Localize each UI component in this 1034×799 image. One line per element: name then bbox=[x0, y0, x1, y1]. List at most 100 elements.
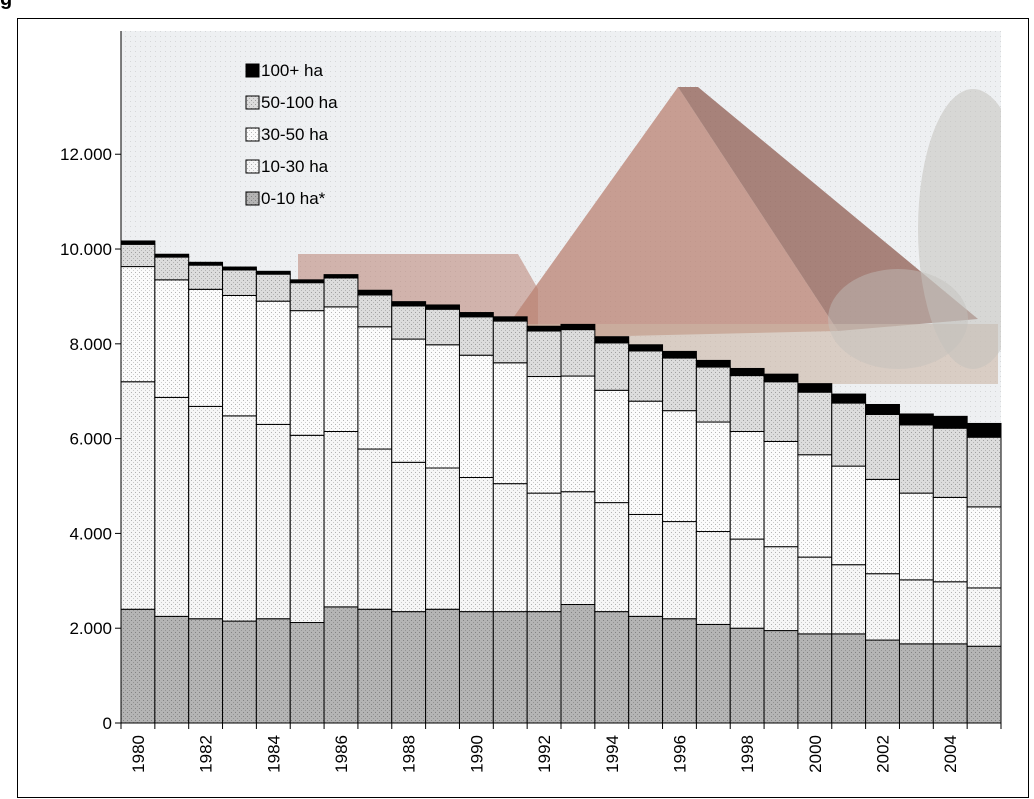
bar-texture-2001-s1 bbox=[831, 564, 866, 634]
x-tick-label: 1998 bbox=[738, 735, 757, 773]
bar-texture-1997-s3 bbox=[696, 367, 731, 423]
bar-texture-1984-s1 bbox=[256, 424, 291, 619]
bar-texture-1984-s3 bbox=[256, 274, 291, 302]
bar-texture-2004-s0 bbox=[933, 643, 968, 723]
bar-texture-1992-s1 bbox=[527, 493, 561, 612]
bar-texture-1989-s1 bbox=[425, 468, 460, 610]
bar-texture-1990-s2 bbox=[459, 355, 494, 478]
bar-texture-1982-s2 bbox=[188, 289, 223, 407]
legend-label: 0-10 ha* bbox=[261, 189, 326, 208]
bar-texture-1981-s0 bbox=[154, 616, 189, 723]
y-tick-label: 6.000 bbox=[69, 430, 112, 449]
bar-segment-2003-s4 bbox=[898, 413, 934, 426]
bar-texture-1993-s3 bbox=[561, 329, 595, 377]
bar-segment-1980-s4 bbox=[120, 240, 156, 245]
bar-texture-2005-s3 bbox=[967, 437, 1001, 507]
bar-texture-1995-s0 bbox=[628, 616, 663, 723]
bar-texture-1986-s3 bbox=[324, 277, 358, 307]
bar-texture-1985-s2 bbox=[290, 310, 325, 436]
legend: 100+ ha 50-100 ha 30-50 ha 10-30 ha 0-10 ha* bbox=[245, 61, 338, 208]
y-tick-label: 0 bbox=[103, 714, 112, 733]
bar-texture-1995-s2 bbox=[628, 401, 663, 515]
bar-segment-1998-s4 bbox=[729, 367, 765, 377]
bar-texture-2003-s1 bbox=[899, 579, 934, 644]
bar-texture-1996-s3 bbox=[662, 358, 697, 411]
x-tick-label: 2004 bbox=[941, 735, 960, 773]
x-tick-label: 1986 bbox=[332, 735, 351, 773]
bar-segment-1984-s4 bbox=[255, 270, 291, 275]
bar-texture-2000-s2 bbox=[797, 454, 832, 558]
bar-texture-2005-s0 bbox=[967, 646, 1001, 723]
x-tick-label: 1990 bbox=[467, 735, 486, 773]
bar-texture-1988-s2 bbox=[391, 339, 426, 463]
bar-texture-2003-s3 bbox=[899, 424, 934, 494]
bar-segment-1987-s4 bbox=[357, 289, 393, 296]
bar-texture-2003-s2 bbox=[899, 493, 934, 580]
x-tick-label: 2000 bbox=[806, 735, 825, 773]
bar-segment-1999-s4 bbox=[763, 373, 799, 383]
bar-texture-1999-s0 bbox=[764, 630, 798, 723]
bar-texture-1988-s0 bbox=[391, 611, 426, 723]
bar-segment-1990-s4 bbox=[458, 312, 494, 318]
bar-segment-1981-s4 bbox=[154, 253, 190, 258]
legend-label: 10-30 ha bbox=[261, 157, 329, 176]
legend-label: 50-100 ha bbox=[261, 93, 338, 112]
page-title: g bbox=[0, 0, 12, 11]
bar-segment-1986-s4 bbox=[323, 274, 359, 279]
bar-segment-2002-s4 bbox=[865, 403, 900, 415]
legend-label: 100+ ha bbox=[261, 61, 323, 80]
bar-texture-1991-s3 bbox=[493, 321, 528, 363]
bar-segment-1992-s4 bbox=[526, 325, 562, 332]
bar-segment-2001-s4 bbox=[831, 393, 867, 404]
bar-texture-1987-s0 bbox=[357, 609, 392, 723]
bar-texture-1991-s2 bbox=[493, 362, 528, 484]
bar-texture-1997-s1 bbox=[696, 531, 731, 625]
axes-layer: 0 2.000 4.000 6.000 8.000 10.000 12.000 1980 198… bbox=[60, 31, 1002, 773]
bar-texture-1989-s2 bbox=[425, 344, 460, 468]
bar-texture-2002-s3 bbox=[865, 414, 900, 480]
legend-label: 30-50 ha bbox=[261, 125, 329, 144]
bar-texture-1998-s3 bbox=[730, 375, 765, 432]
bar-texture-1990-s0 bbox=[459, 611, 494, 723]
bar-texture-1990-s3 bbox=[459, 316, 494, 356]
bar-texture-1998-s0 bbox=[730, 628, 765, 723]
x-tick-label: 1996 bbox=[670, 735, 689, 773]
x-tick-label: 1994 bbox=[603, 735, 622, 773]
bar-texture-1999-s3 bbox=[764, 381, 798, 442]
bar-texture-2003-s0 bbox=[899, 643, 934, 723]
legend-swatch bbox=[245, 63, 260, 78]
bar-texture-1982-s1 bbox=[188, 406, 223, 619]
bar-segment-1994-s4 bbox=[594, 336, 630, 344]
y-tick-label: 8.000 bbox=[69, 335, 112, 354]
bar-texture-2000-s1 bbox=[797, 557, 832, 634]
bar-texture-1987-s3 bbox=[357, 295, 392, 327]
bar-texture-1996-s1 bbox=[662, 521, 697, 619]
bar-texture-2001-s3 bbox=[831, 403, 866, 467]
chart-frame: 0 2.000 4.000 6.000 8.000 10.000 12.000 1980 198… bbox=[17, 18, 1029, 798]
bar-segment-1993-s4 bbox=[560, 323, 596, 331]
bar-texture-1992-s0 bbox=[527, 611, 561, 723]
bar-texture-1998-s1 bbox=[730, 539, 765, 629]
bar-texture-1993-s2 bbox=[561, 376, 595, 492]
bar-texture-1983-s0 bbox=[222, 621, 257, 723]
bg-tree-mid bbox=[828, 269, 968, 369]
bar-segment-1995-s4 bbox=[628, 344, 664, 352]
bar-texture-2000-s3 bbox=[797, 392, 832, 455]
bar-texture-1984-s0 bbox=[256, 618, 291, 723]
bar-texture-1995-s3 bbox=[628, 350, 663, 402]
bg-roof-main bbox=[498, 87, 838, 339]
bar-texture-1999-s1 bbox=[764, 546, 798, 631]
bar-texture-1999-s2 bbox=[764, 441, 798, 547]
bar-texture-2000-s0 bbox=[797, 633, 832, 723]
bar-texture-1988-s1 bbox=[391, 462, 426, 612]
y-tick-label: 10.000 bbox=[60, 240, 112, 259]
bar-texture-1998-s2 bbox=[730, 431, 765, 540]
legend-swatch-texture bbox=[246, 96, 259, 109]
bar-texture-1991-s0 bbox=[493, 611, 528, 723]
bar-texture-1980-s0 bbox=[121, 609, 155, 723]
bar-texture-1992-s2 bbox=[527, 376, 561, 494]
bar-texture-2005-s1 bbox=[967, 587, 1001, 647]
bar-texture-2004-s1 bbox=[933, 581, 968, 644]
bar-texture-1987-s2 bbox=[357, 326, 392, 450]
bar-texture-1983-s3 bbox=[222, 269, 257, 296]
